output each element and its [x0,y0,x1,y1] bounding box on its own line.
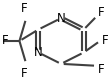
Circle shape [58,16,64,20]
Text: F: F [98,63,105,76]
Text: F: F [20,2,27,15]
Circle shape [35,50,41,55]
Text: F: F [20,67,27,80]
Text: F: F [98,6,105,19]
Text: F: F [2,35,8,47]
Text: N: N [34,46,43,59]
Text: F: F [102,35,109,47]
Text: N: N [57,12,65,25]
